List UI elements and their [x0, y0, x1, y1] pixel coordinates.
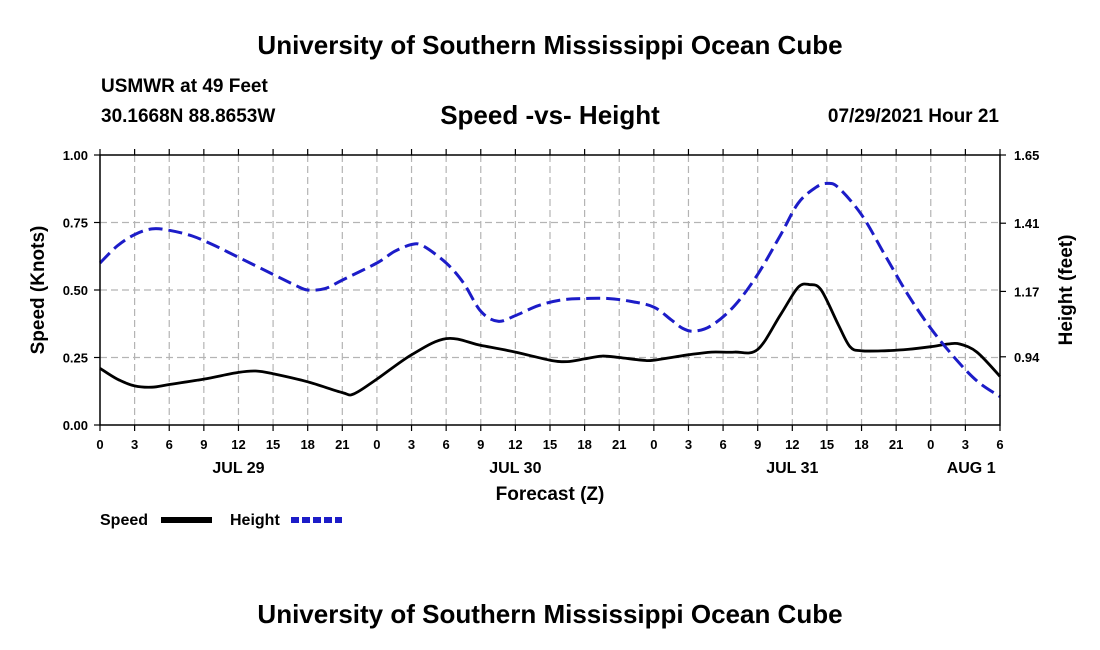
- x-tick-label: 0: [96, 437, 103, 452]
- x-tick-label: 15: [266, 437, 280, 452]
- series-layer: [98, 181, 1002, 398]
- y-right-tick-label: 0.94: [1014, 350, 1040, 365]
- x-tick-label: 0: [373, 437, 380, 452]
- x-tick-label: 6: [166, 437, 173, 452]
- y-left-tick-label: 1.00: [63, 148, 88, 163]
- height-series-line: [98, 181, 1001, 398]
- x-tick-label: 18: [854, 437, 868, 452]
- x-date-label: JUL 31: [766, 460, 818, 477]
- x-tick-label: 9: [754, 437, 761, 452]
- speed-series-line: [99, 282, 1002, 397]
- y-axis-left-label: Speed (Knots): [28, 226, 49, 355]
- x-date-label: AUG 1: [947, 460, 996, 477]
- ticks: [94, 149, 1006, 431]
- x-tick-label: 18: [577, 437, 591, 452]
- x-tick-label: 15: [543, 437, 557, 452]
- x-tick-label: 9: [200, 437, 207, 452]
- x-tick-label: 6: [996, 437, 1003, 452]
- chart-subtitle: Speed -vs- Height: [440, 100, 660, 130]
- grid: [100, 155, 1000, 425]
- x-tick-label: 3: [685, 437, 692, 452]
- x-date-label: JUL 29: [212, 460, 264, 477]
- y-right-tick-label: 1.41: [1014, 216, 1039, 231]
- y-right-tick-label: 1.65: [1014, 148, 1039, 163]
- x-date-label: JUL 30: [489, 460, 541, 477]
- y-left-tick-label: 0.00: [63, 418, 88, 433]
- x-tick-label: 15: [820, 437, 834, 452]
- timestamp-label: 07/29/2021 Hour 21: [827, 106, 999, 127]
- y-left-tick-label: 0.25: [63, 351, 88, 366]
- x-tick-label: 0: [650, 437, 657, 452]
- footer-title: University of Southern Mississippi Ocean…: [257, 599, 843, 629]
- x-tick-label: 3: [962, 437, 969, 452]
- x-tick-label: 3: [408, 437, 415, 452]
- x-tick-label: 6: [719, 437, 726, 452]
- x-tick-label: 3: [131, 437, 138, 452]
- legend-height-label: Height: [230, 512, 280, 529]
- x-axis-label: Forecast (Z): [496, 484, 605, 505]
- legend-speed-label: Speed: [100, 512, 148, 529]
- x-tick-label: 21: [335, 437, 349, 452]
- x-tick-label: 6: [443, 437, 450, 452]
- tick-labels: 0.00 0.25 0.50 0.75 1.00 0.94 1.17 1.41 1.65 0 3 6 9…: [63, 148, 1040, 477]
- page-title: University of Southern Mississippi Ocean…: [257, 30, 843, 60]
- x-tick-label: 12: [508, 437, 522, 452]
- x-tick-label: 21: [889, 437, 903, 452]
- coordinates-label: 30.1668N 88.8653W: [101, 106, 276, 127]
- x-tick-label: 18: [300, 437, 314, 452]
- x-tick-label: 0: [927, 437, 934, 452]
- y-left-tick-label: 0.50: [63, 283, 88, 298]
- x-tick-label: 21: [612, 437, 626, 452]
- x-tick-label: 12: [231, 437, 245, 452]
- station-label: USMWR at 49 Feet: [101, 76, 268, 97]
- y-right-tick-label: 1.17: [1014, 284, 1039, 299]
- x-tick-label: 9: [477, 437, 484, 452]
- y-axis-right-label: Height (feet): [1056, 235, 1077, 346]
- legend: Speed Height: [100, 512, 342, 529]
- y-left-tick-label: 0.75: [63, 216, 88, 231]
- x-tick-label: 12: [785, 437, 799, 452]
